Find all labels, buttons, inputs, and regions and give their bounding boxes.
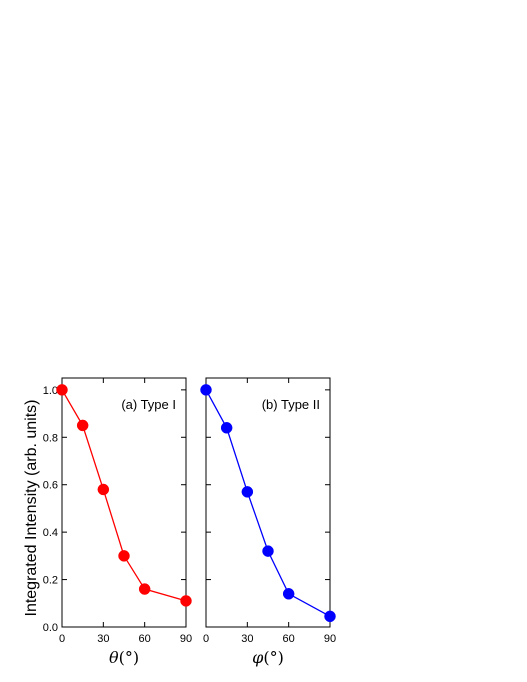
- x-axis-label-b: φ(°): [252, 648, 284, 667]
- y-tick-label-a-4: 0.8: [43, 432, 58, 444]
- data-point-a-1: [76, 419, 89, 432]
- data-point-a-3: [118, 550, 130, 562]
- x-axis-label-a: θ(°): [109, 648, 139, 667]
- x-tick-label-a-90: 90: [180, 633, 192, 645]
- x-axis-symbol-b: φ: [252, 648, 264, 667]
- panel-annotation-b: (b) Type II: [262, 397, 320, 412]
- x-axis-unit-b: (°): [263, 648, 283, 667]
- series-line-a: [61, 389, 187, 602]
- series-line-b: [205, 389, 331, 617]
- data-point-b-4: [282, 588, 295, 600]
- plot-frame-b: [205, 377, 331, 628]
- y-tick-label-a-0: 0.0: [43, 622, 58, 634]
- x-tick-label-a-60: 60: [139, 633, 151, 645]
- plot-frame-a: [61, 377, 187, 628]
- data-point-b-0: [200, 384, 212, 396]
- y-axis-label: Integrated Intensity (arb. units): [23, 400, 40, 617]
- data-point-a-2: [97, 483, 110, 496]
- y-tick-label-a-1: 0.2: [43, 575, 58, 587]
- data-point-b-2: [241, 486, 254, 498]
- data-point-a-4: [138, 583, 151, 595]
- x-tick-label-b-30: 30: [241, 633, 253, 645]
- y-tick-label-a-2: 0.4: [43, 527, 58, 539]
- x-axis-symbol-a: θ: [109, 648, 119, 667]
- y-tick-label-a-3: 0.6: [43, 480, 58, 492]
- panel-annotation-a: (a) Type I: [121, 397, 176, 412]
- x-tick-label-a-30: 30: [97, 633, 109, 645]
- x-tick-label-b-0: 0: [203, 633, 209, 645]
- data-point-a-0: [56, 384, 68, 396]
- x-tick-label-b-90: 90: [324, 633, 336, 645]
- data-point-b-5: [324, 610, 336, 623]
- data-point-a-5: [180, 595, 192, 607]
- x-axis-unit-a: (°): [119, 648, 139, 667]
- panel-b: 0 30 60 90 (b) Type II φ(°): [200, 377, 336, 667]
- data-point-b-1: [220, 422, 233, 434]
- data-point-b-3: [262, 545, 274, 557]
- x-tick-label-b-60: 60: [283, 633, 295, 645]
- y-tick-label-a-5: 1.0: [43, 385, 58, 397]
- panel-a: 0 30 60 90 0.0 0.2 0.4 0.6 0.8 1.0 (a) Type I θ(°): [43, 377, 192, 667]
- x-tick-label-a-0: 0: [59, 633, 65, 645]
